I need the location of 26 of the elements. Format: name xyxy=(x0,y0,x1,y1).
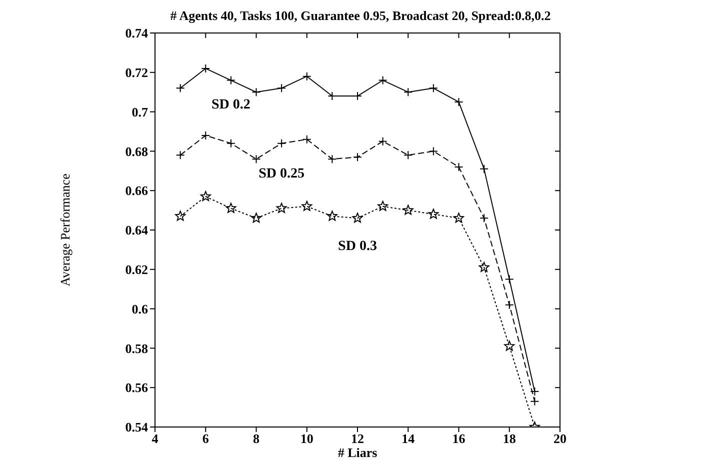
x-tick-label: 10 xyxy=(300,431,314,446)
y-tick-label: 0.54 xyxy=(125,420,148,435)
x-tick-label: 12 xyxy=(351,431,364,446)
series-label: SD 0.2 xyxy=(211,97,250,112)
series-label: SD 0.25 xyxy=(258,166,305,182)
y-tick-label: 0.58 xyxy=(125,340,148,356)
x-tick-label: 16 xyxy=(452,431,466,446)
y-tick-label: 0.56 xyxy=(125,380,148,396)
y-axis-title: Average Performance xyxy=(58,173,73,286)
y-tick-label: 0.64 xyxy=(125,222,148,238)
x-tick-label: 20 xyxy=(554,431,566,446)
x-tick-label: 4 xyxy=(152,431,159,446)
y-tick-label: 0.7 xyxy=(132,104,148,120)
y-tick-label: 0.66 xyxy=(125,183,148,198)
x-tick-label: 14 xyxy=(402,431,416,446)
chart-title: # Agents 40, Tasks 100, Guarantee 0.95, Broadcast 20, Spread:0.8,0.2 xyxy=(169,8,552,24)
y-tick-label: 0.74 xyxy=(125,26,148,41)
x-tick-label: 18 xyxy=(502,431,516,446)
y-tick-label: 0.68 xyxy=(125,144,148,159)
x-tick-label: 8 xyxy=(253,431,260,446)
x-tick-label: 6 xyxy=(202,431,210,446)
y-tick-label: 0.72 xyxy=(125,65,148,80)
y-tick-label: 0.62 xyxy=(125,262,148,278)
x-axis-title: # Liars xyxy=(338,445,378,460)
y-tick-label: 0.6 xyxy=(132,301,148,316)
series-label: SD 0.3 xyxy=(338,239,377,254)
